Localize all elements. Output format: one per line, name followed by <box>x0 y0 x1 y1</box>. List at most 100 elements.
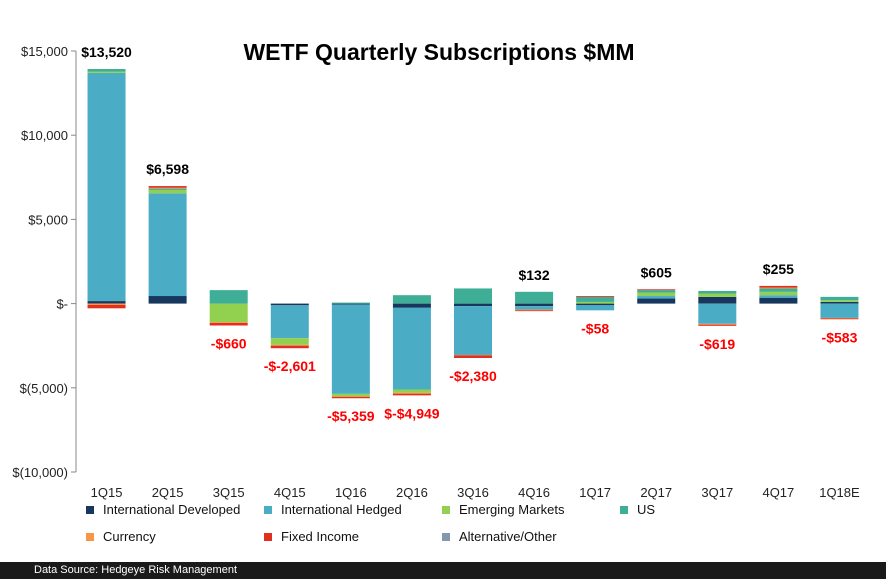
x-tick-label: 3Q15 <box>213 485 245 500</box>
total-labels: $13,520 $6,598 -$660 -$-2,601 -$5,359 $-$4,94… <box>81 44 857 424</box>
total-label: -$583 <box>822 329 858 345</box>
bar-segment <box>698 323 737 325</box>
bar-segment <box>515 291 554 304</box>
x-tick-label: 4Q17 <box>762 485 794 500</box>
bar-segment <box>209 303 248 323</box>
bar-segment <box>820 318 859 320</box>
legend-item: US <box>620 502 655 517</box>
bar-segment <box>392 307 431 390</box>
bar-segment <box>820 317 859 319</box>
source-note: Data Source: Hedgeye Risk Management <box>34 564 237 576</box>
bar-segment <box>576 296 615 297</box>
bar-segment <box>759 285 798 288</box>
bar-segment <box>331 302 370 304</box>
x-tick-label: 3Q17 <box>701 485 733 500</box>
bar-segment <box>698 303 737 324</box>
bar-segment <box>454 303 492 307</box>
bar-segment <box>820 303 859 318</box>
bar-segment <box>576 303 615 306</box>
bar-segment <box>454 306 492 355</box>
bar-segment <box>698 296 737 304</box>
bar-segment <box>637 289 676 291</box>
bars <box>87 69 859 399</box>
bar-segment <box>759 288 798 292</box>
total-label: $-$4,949 <box>384 405 439 421</box>
footer: Data Source: Hedgeye Risk Management <box>0 562 886 579</box>
y-tick-label: $15,000 <box>21 44 68 59</box>
legend-item: Emerging Markets <box>442 502 564 517</box>
chart-canvas: $15,000$10,000$5,000$-$(5,000)$(10,000) … <box>12 39 860 500</box>
bar-segment <box>87 69 126 72</box>
bar-segment <box>270 344 309 346</box>
bar-segment <box>515 303 554 307</box>
bar-segment <box>331 393 370 397</box>
x-tick-label: 3Q16 <box>457 485 489 500</box>
bar-segment <box>87 304 126 309</box>
total-label: $132 <box>518 267 549 283</box>
legend-label: Emerging Markets <box>459 502 565 517</box>
legend-label: International Developed <box>103 502 241 517</box>
bar-segment <box>209 322 248 323</box>
y-axis: $15,000 $10,000 $5,000 $- $(5,000) $(10,000) <box>12 44 77 480</box>
bar-segment <box>148 193 187 297</box>
bar-segment <box>637 290 676 293</box>
y-tick-label: $(10,000) <box>12 465 68 480</box>
x-tick-label: 1Q17 <box>579 485 611 500</box>
bar-segment <box>148 186 187 188</box>
x-tick-label: 2Q15 <box>152 485 184 500</box>
legend-swatch <box>86 505 94 514</box>
bar-segment <box>392 392 431 394</box>
legend-label: Alternative/Other <box>459 529 557 544</box>
bar-segment <box>331 303 370 305</box>
bar-segment <box>209 290 248 304</box>
bar-segment <box>270 305 309 339</box>
bar-segment <box>820 300 859 302</box>
bar-segment <box>270 338 309 345</box>
chart-title: WETF Quarterly Subscriptions $MM <box>243 39 634 65</box>
bar-segment <box>270 345 309 349</box>
x-axis-labels: 1Q15 2Q15 3Q15 4Q15 1Q16 2Q16 3Q16 4Q16 1Q17 2Q17… <box>91 485 860 500</box>
y-tick-label: $(5,000) <box>20 381 68 396</box>
total-label: -$5,359 <box>327 408 375 424</box>
bar-segment <box>392 295 431 304</box>
bar-segment <box>87 72 126 302</box>
legend-swatch <box>264 532 272 541</box>
bar-segment <box>392 393 431 396</box>
bar-segment <box>637 298 676 304</box>
bar-segment <box>820 296 859 301</box>
bar-segment <box>454 355 492 358</box>
x-tick-label: 4Q15 <box>274 485 306 500</box>
bar-segment <box>637 296 676 299</box>
bar-segment <box>392 389 431 393</box>
legend-label: US <box>637 502 656 517</box>
bar-segment <box>454 354 492 356</box>
x-tick-label: 2Q17 <box>640 485 672 500</box>
bar-segment <box>331 396 370 398</box>
legend-label: International Hedged <box>281 502 402 517</box>
legend-swatch <box>442 532 450 541</box>
bar-segment <box>148 189 187 194</box>
bar-segment <box>87 71 126 73</box>
bar-segment <box>820 301 859 304</box>
bar-segment <box>270 303 309 306</box>
y-tick-label: $10,000 <box>21 128 68 143</box>
bar-segment <box>759 295 798 298</box>
legend-item: Currency <box>86 529 156 544</box>
bar-segment <box>148 296 187 304</box>
total-label: $255 <box>763 261 794 277</box>
bar-segment <box>331 396 370 399</box>
x-tick-label: 4Q16 <box>518 485 550 500</box>
x-tick-label: 2Q16 <box>396 485 428 500</box>
total-label: $605 <box>641 264 672 280</box>
bar-segment <box>576 301 615 304</box>
legend-item: International Developed <box>86 502 240 517</box>
bar-segment <box>637 292 676 297</box>
bar-segment <box>576 305 615 311</box>
bar-segment <box>759 287 798 289</box>
total-label: $6,598 <box>146 161 189 177</box>
bar-segment <box>515 309 554 311</box>
bar-segment <box>698 293 737 297</box>
bar-segment <box>148 187 187 189</box>
total-label: -$2,380 <box>449 368 497 384</box>
legend-item: Alternative/Other <box>442 529 557 544</box>
